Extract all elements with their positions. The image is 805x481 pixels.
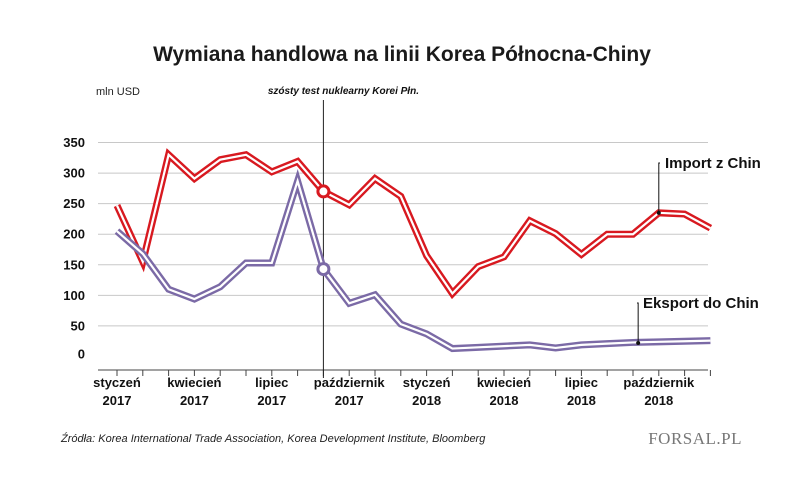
y-axis-ticks: 0 50 100 150 200 250 300 350 bbox=[63, 135, 85, 361]
x-tick-label: kwiecień bbox=[477, 375, 531, 390]
x-tick-year: 2018 bbox=[412, 393, 441, 408]
x-tick-year: 2018 bbox=[490, 393, 519, 408]
y-tick-100: 100 bbox=[63, 288, 85, 303]
x-tick-year: 2017 bbox=[180, 393, 209, 408]
series-import-core bbox=[116, 152, 711, 296]
annotation-markers bbox=[316, 184, 331, 277]
series-lines bbox=[113, 148, 713, 353]
legend-dot-import bbox=[656, 210, 661, 215]
annotation-marker-import bbox=[316, 184, 331, 199]
annotation-label: szósty test nuklearny Korei Płn. bbox=[268, 86, 419, 97]
x-tick-year: 2017 bbox=[103, 393, 132, 408]
nuclear-test-annotation: szósty test nuklearny Korei Płn. bbox=[268, 86, 419, 378]
x-tick-label: styczeń bbox=[93, 375, 141, 390]
legend: Import z Chin Eksport do Chin bbox=[636, 155, 761, 346]
x-tick-label: październik bbox=[623, 375, 695, 390]
legend-export: Eksport do Chin bbox=[643, 295, 759, 312]
x-tick-label: październik bbox=[314, 375, 386, 390]
y-tick-150: 150 bbox=[63, 257, 85, 272]
legend-dot-export bbox=[636, 341, 641, 346]
x-axis: styczeń 2017 kwiecień 2017 lipiec 2017 paździe… bbox=[93, 369, 711, 408]
y-tick-200: 200 bbox=[63, 227, 85, 242]
series-export-core bbox=[116, 177, 711, 350]
chart-title: Wymiana handlowa na linii Korea Północna… bbox=[153, 43, 651, 66]
x-tick-label: lipiec bbox=[255, 375, 288, 390]
x-tick-year: 2017 bbox=[335, 393, 364, 408]
legend-leader-import bbox=[658, 162, 660, 213]
x-tick-label: lipiec bbox=[565, 375, 598, 390]
x-tick-year: 2017 bbox=[257, 393, 286, 408]
legend-leader-export bbox=[637, 302, 639, 344]
forsal-logo: FORSAL.PL bbox=[648, 429, 742, 448]
x-tick-year: 2018 bbox=[644, 393, 673, 408]
x-tick-year: 2018 bbox=[567, 393, 596, 408]
x-tick-label: styczeń bbox=[403, 375, 451, 390]
source-note: Źródła: Korea International Trade Associ… bbox=[60, 432, 486, 445]
annotation-marker-export bbox=[316, 262, 331, 277]
y-tick-250: 250 bbox=[63, 196, 85, 211]
y-tick-0: 0 bbox=[78, 347, 85, 362]
x-tick-label: kwiecień bbox=[167, 375, 221, 390]
y-tick-300: 300 bbox=[63, 166, 85, 181]
y-axis-unit: mln USD bbox=[96, 86, 140, 98]
y-tick-350: 350 bbox=[63, 135, 85, 150]
legend-import: Import z Chin bbox=[665, 155, 761, 172]
y-tick-50: 50 bbox=[71, 318, 85, 333]
